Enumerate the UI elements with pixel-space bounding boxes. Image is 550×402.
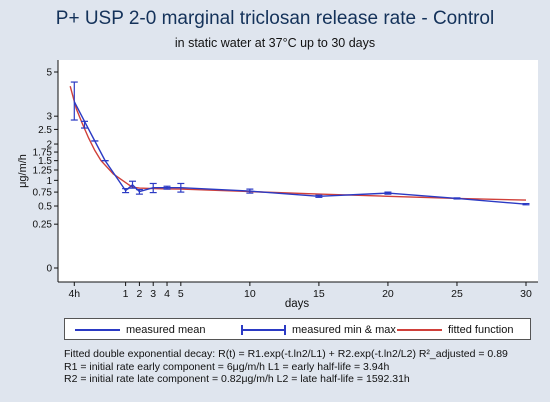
range-bar (453, 197, 461, 200)
range-bar (246, 188, 254, 194)
y-tick-label: 0.75 (33, 188, 53, 199)
fit-note-equation: Fitted double exponential decay: R(t) = … (64, 348, 508, 360)
fit-note-early: R1 = initial rate early component = 6μg/… (64, 360, 390, 373)
x-tick-label: 2 (136, 288, 142, 300)
y-tick-label: 1 (46, 176, 52, 187)
legend-swatch-range (241, 325, 286, 335)
x-tick-label: 15 (313, 288, 325, 300)
legend-swatch-fit (397, 329, 442, 331)
legend: measured mean measured min & max fitted … (64, 318, 531, 340)
x-tick-label: 10 (244, 288, 256, 300)
legend-item-fit: fitted function (397, 323, 513, 337)
y-axis-label: μg/m/h (17, 154, 29, 188)
x-tick-label: 30 (520, 288, 532, 300)
range-bar (522, 202, 530, 206)
y-tick-label: 0 (46, 264, 52, 275)
plot-area (58, 60, 538, 282)
range-bar (81, 120, 89, 129)
x-tick-label: 20 (382, 288, 394, 300)
fitted-function-line (69, 86, 527, 201)
range-bar (177, 182, 185, 193)
range-bar (129, 180, 137, 189)
y-tick-label: 0.25 (33, 220, 53, 231)
legend-item-mean: measured mean (75, 323, 206, 337)
x-tick-label: 25 (451, 288, 463, 300)
range-bar (135, 189, 143, 195)
chart-title: P+ USP 2-0 marginal triclosan release ra… (55, 8, 495, 29)
x-tick-label: 4h (68, 288, 80, 300)
legend-item-range: measured min & max (241, 323, 396, 337)
x-tick-label: 3 (150, 288, 156, 300)
y-tick-label: 1.75 (33, 148, 53, 159)
x-tick-label: 1 (123, 288, 129, 300)
range-bar (70, 81, 78, 121)
y-tick-label: 1.25 (33, 166, 53, 177)
range-bar (149, 182, 157, 194)
legend-label-fit: fitted function (448, 324, 514, 336)
fit-note-late: R2 = initial rate late component = 0.82μ… (64, 373, 410, 385)
y-tick-label: 5 (46, 68, 52, 79)
y-tick-label: 2.5 (38, 125, 52, 136)
range-bar (384, 191, 392, 195)
y-tick-label: 3 (46, 112, 52, 123)
x-tick-label: 4 (164, 288, 170, 300)
range-bar (315, 194, 323, 198)
chart-subtitle: in static water at 37°C up to 30 days (174, 36, 376, 50)
range-bar (163, 185, 171, 190)
x-tick-label: 5 (178, 288, 184, 300)
x-axis-label: days (285, 298, 310, 310)
legend-swatch-mean (75, 329, 120, 331)
chart-marks (69, 81, 530, 206)
y-tick-label: 1.5 (38, 156, 52, 167)
y-tick-label: 2 (46, 140, 52, 151)
legend-label-mean: measured mean (126, 324, 206, 336)
legend-label-range: measured min & max (292, 324, 396, 336)
fit-notes: Fitted double exponential decay: R(t) = … (64, 348, 544, 386)
range-bar (122, 188, 130, 194)
y-tick-label: 0.5 (38, 202, 52, 213)
